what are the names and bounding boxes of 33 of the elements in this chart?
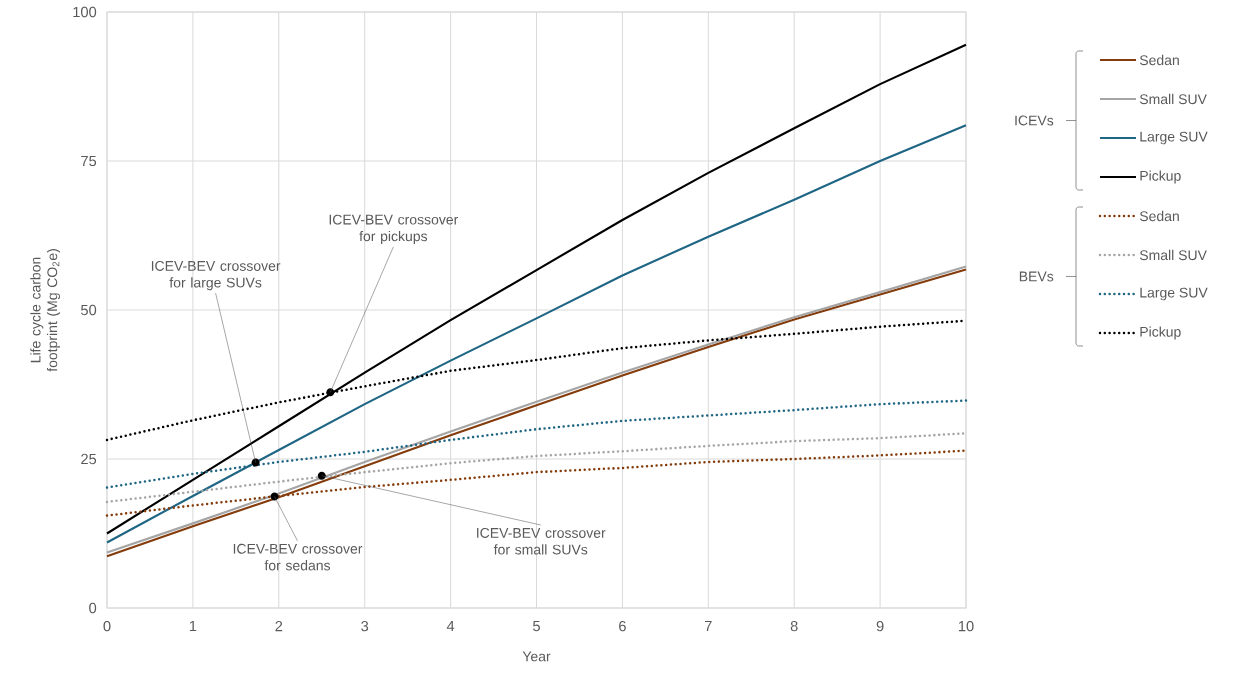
y-tick-label: 0 bbox=[89, 602, 97, 614]
x-tick-label: 5 bbox=[533, 620, 540, 632]
x-tick-label: 2 bbox=[275, 620, 283, 632]
legend-label: Small SUV bbox=[1139, 93, 1207, 105]
text: ICEVs bbox=[1015, 115, 1054, 126]
y-tick-label: 100 bbox=[73, 6, 97, 18]
legend-label: Pickup bbox=[1140, 326, 1181, 340]
annotation: ICEV-BEV crossover for sedans bbox=[233, 543, 363, 571]
y-tick-label: 50 bbox=[81, 304, 97, 316]
x-tick-label: 4 bbox=[446, 620, 455, 632]
text: BEVs bbox=[1019, 271, 1054, 282]
x-tick-label: 9 bbox=[876, 620, 884, 632]
y-tick-label: 75 bbox=[81, 155, 97, 167]
annotation: ICEV-BEV crossover for large SUVs bbox=[151, 260, 281, 291]
legend-label: Small SUV bbox=[1139, 249, 1207, 261]
x-tick-label: 10 bbox=[958, 620, 974, 632]
y-axis-title: Life cycle carbon footprint (Mg CO$_{2}$e) bbox=[30, 249, 61, 372]
x-tick-label: 1 bbox=[189, 620, 197, 632]
annotation: ICEV-BEV crossover for small SUVs bbox=[477, 527, 606, 555]
x-tick-label: 0 bbox=[103, 620, 111, 632]
legend-label: Sedan bbox=[1139, 54, 1179, 66]
legend-label: Sedan bbox=[1139, 210, 1179, 222]
x-tick-label: 7 bbox=[704, 620, 712, 632]
annotation: ICEV-BEV crossover for pickups bbox=[329, 214, 459, 244]
y-tick-label: 25 bbox=[81, 453, 97, 465]
x-tick-label: 3 bbox=[361, 620, 369, 632]
x-tick-label: 8 bbox=[790, 620, 798, 632]
line-series bbox=[105, 124, 968, 544]
legend-label: Pickup bbox=[1140, 170, 1181, 184]
x-axis-title: Year bbox=[522, 651, 551, 662]
x-tick-label: 6 bbox=[619, 620, 626, 632]
legend-label: Large SUV bbox=[1140, 287, 1208, 301]
legend-label: Large SUV bbox=[1140, 131, 1208, 145]
